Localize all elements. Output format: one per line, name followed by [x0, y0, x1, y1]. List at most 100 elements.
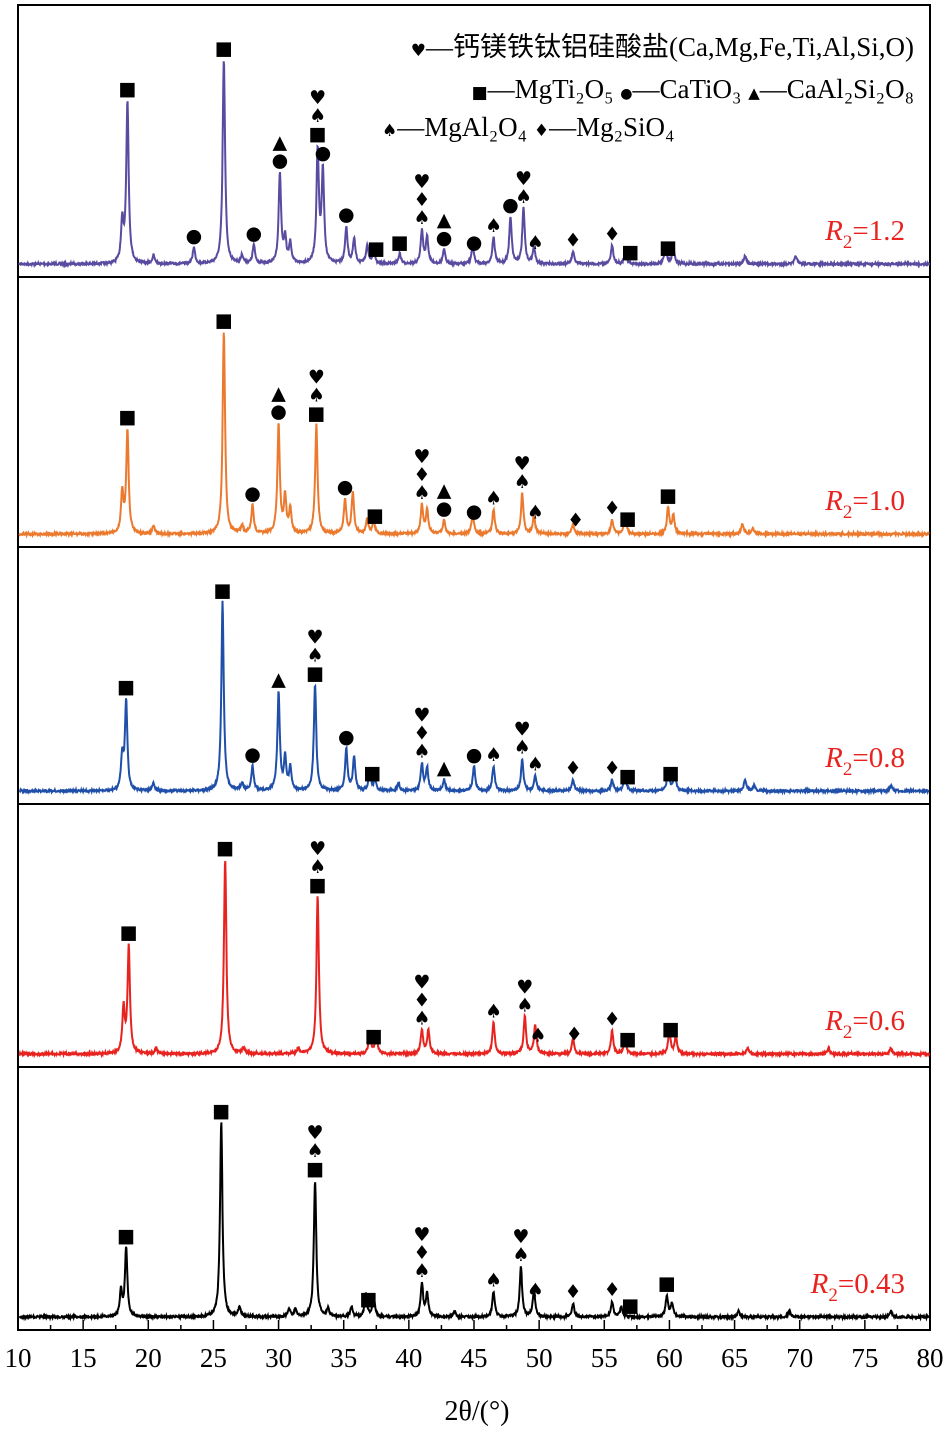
phase-marker: ■ [365, 1025, 383, 1047]
phase-marker: ♦ [564, 230, 581, 252]
phase-marker: ♦ [604, 1008, 621, 1030]
legend-symbol: ● [620, 86, 632, 102]
phase-marker: ♦ [413, 1242, 430, 1264]
x-tick-label: 40 [395, 1343, 422, 1373]
phase-marker: ♥ [413, 171, 430, 193]
phase-marker: ♦ [413, 989, 430, 1011]
phase-marker: ♠ [485, 215, 502, 237]
x-tick-label: 60 [656, 1343, 683, 1373]
phase-marker: ♠ [485, 487, 502, 509]
series-line [18, 61, 931, 269]
x-tick-label: 45 [461, 1343, 488, 1373]
phase-marker: ■ [215, 38, 233, 60]
series-label: R2=0.6 [824, 1005, 905, 1043]
panel-frame [17, 803, 931, 1068]
x-tick-label: 25 [200, 1343, 227, 1373]
phase-marker: ● [502, 194, 519, 216]
legend-label: —钙镁铁钛铝硅酸盐(Ca,Mg,Fe,Ti,Al,Si,O) [425, 32, 914, 62]
phase-marker: ■ [619, 765, 637, 787]
phase-marker: ♦ [413, 464, 430, 486]
x-axis-title: 2θ/(°) [444, 1396, 509, 1427]
phase-marker: ■ [366, 504, 384, 526]
phase-marker: ■ [391, 231, 409, 253]
phase-marker: ♦ [567, 510, 584, 532]
phase-marker: ♦ [413, 723, 430, 745]
phase-marker: ■ [306, 1158, 324, 1180]
panel-R2=0.8: ■■●▲ ■♠♥●■♠♦♥▲● ♠ ♠♥♠ ♦ ♦■ ■ R2=0.8 [17, 546, 931, 805]
phase-marker: ♦ [564, 1281, 581, 1303]
phase-marker: ♠ [516, 994, 533, 1016]
phase-marker: ♠ [527, 1279, 544, 1301]
series-label: R2=1.2 [824, 215, 905, 253]
panel-frame [17, 1066, 931, 1331]
phase-marker: ■ [214, 580, 232, 602]
series-label: R2=0.43 [810, 1268, 905, 1306]
phase-marker: ♠ [529, 1025, 546, 1047]
x-tick-label: 20 [135, 1343, 162, 1373]
phase-marker: ■ [309, 874, 327, 896]
phase-marker: ♦ [566, 1023, 583, 1045]
phase-marker: ♠ [307, 1140, 324, 1162]
phase-marker: ♦ [564, 758, 581, 780]
phase-marker: ♥ [515, 168, 532, 190]
phase-marker: ■ [117, 1225, 135, 1247]
x-tick-label: 75 [851, 1343, 878, 1373]
phase-marker: ■ [212, 1100, 230, 1122]
phase-marker: ● [436, 227, 453, 249]
x-tick-label: 30 [265, 1343, 292, 1373]
phase-marker: ♠ [413, 482, 430, 504]
phase-marker: ♠ [527, 232, 544, 254]
phase-marker: ● [315, 142, 332, 164]
x-tick-label: 10 [5, 1343, 32, 1373]
phase-marker: ▲ [437, 209, 452, 231]
phase-marker: ● [436, 497, 453, 519]
series-label: R2=1.0 [824, 485, 905, 523]
phase-marker: ♠ [413, 1260, 430, 1282]
phase-marker: ♥ [309, 838, 326, 860]
phase-marker: ♠ [309, 856, 326, 878]
phase-marker: ■ [662, 1018, 680, 1040]
phase-marker: ■ [367, 238, 385, 260]
legend-label: —Mg₂SiO₄ [548, 112, 674, 142]
phase-marker: ▲ [437, 757, 452, 779]
phase-marker: ♥ [307, 627, 324, 649]
phase-marker: ♦ [413, 189, 430, 211]
phase-marker: ■ [621, 241, 639, 263]
phase-marker: ■ [120, 922, 138, 944]
phase-marker: ■ [215, 310, 233, 332]
phase-marker: ● [272, 150, 289, 172]
phase-marker: ♠ [527, 501, 544, 523]
phase-marker: ■ [659, 484, 677, 506]
phase-marker: ♥ [413, 705, 430, 727]
phase-marker: ● [244, 483, 261, 505]
phase-marker: ▲ [437, 479, 452, 501]
phase-marker: ● [270, 400, 287, 422]
phase-marker: ● [246, 223, 263, 245]
phase-marker: ■ [309, 123, 327, 145]
legend-row-2: ■—MgTi₂O₅ ●—CaTiO₃ ▲—CaAl₂Si₂O₈ [472, 74, 914, 104]
legend-symbol: ■ [472, 83, 488, 103]
phase-marker: ▲ [271, 668, 286, 690]
x-tick-label: 15 [70, 1343, 97, 1373]
panel-R2=0.6: ■■■♠♥■♠♦♥♠ ♠♥♠ ♦♦■ ■ R2=0.6 [17, 803, 931, 1068]
phase-marker: ■ [363, 762, 381, 784]
phase-marker: ♥ [514, 453, 531, 475]
phase-marker: ♥ [309, 87, 326, 109]
phase-marker: ♠ [307, 645, 324, 667]
legend-label: —MgAl₂O₄ [396, 112, 527, 142]
phase-marker: ♠ [515, 186, 532, 208]
legend-symbol: ▲ [748, 84, 760, 102]
legend-symbol: ♠ [382, 121, 397, 141]
phase-marker: ■ [621, 1295, 639, 1317]
phase-marker: ■ [307, 402, 325, 424]
legend-row-3: ♠—MgAl₂O₄ ♦—Mg₂SiO₄ [382, 112, 674, 142]
x-tick-label: 70 [786, 1343, 813, 1373]
x-tick-label: 35 [330, 1343, 357, 1373]
phase-marker: ■ [619, 1028, 637, 1050]
phase-marker: ● [466, 744, 483, 766]
phase-marker: ♠ [512, 1244, 529, 1266]
legend-label: —CaAl₂Si₂O₈ [759, 74, 914, 104]
phase-marker: ♥ [307, 1122, 324, 1144]
phase-marker: ● [337, 476, 354, 498]
phase-marker: ♦ [604, 757, 621, 779]
